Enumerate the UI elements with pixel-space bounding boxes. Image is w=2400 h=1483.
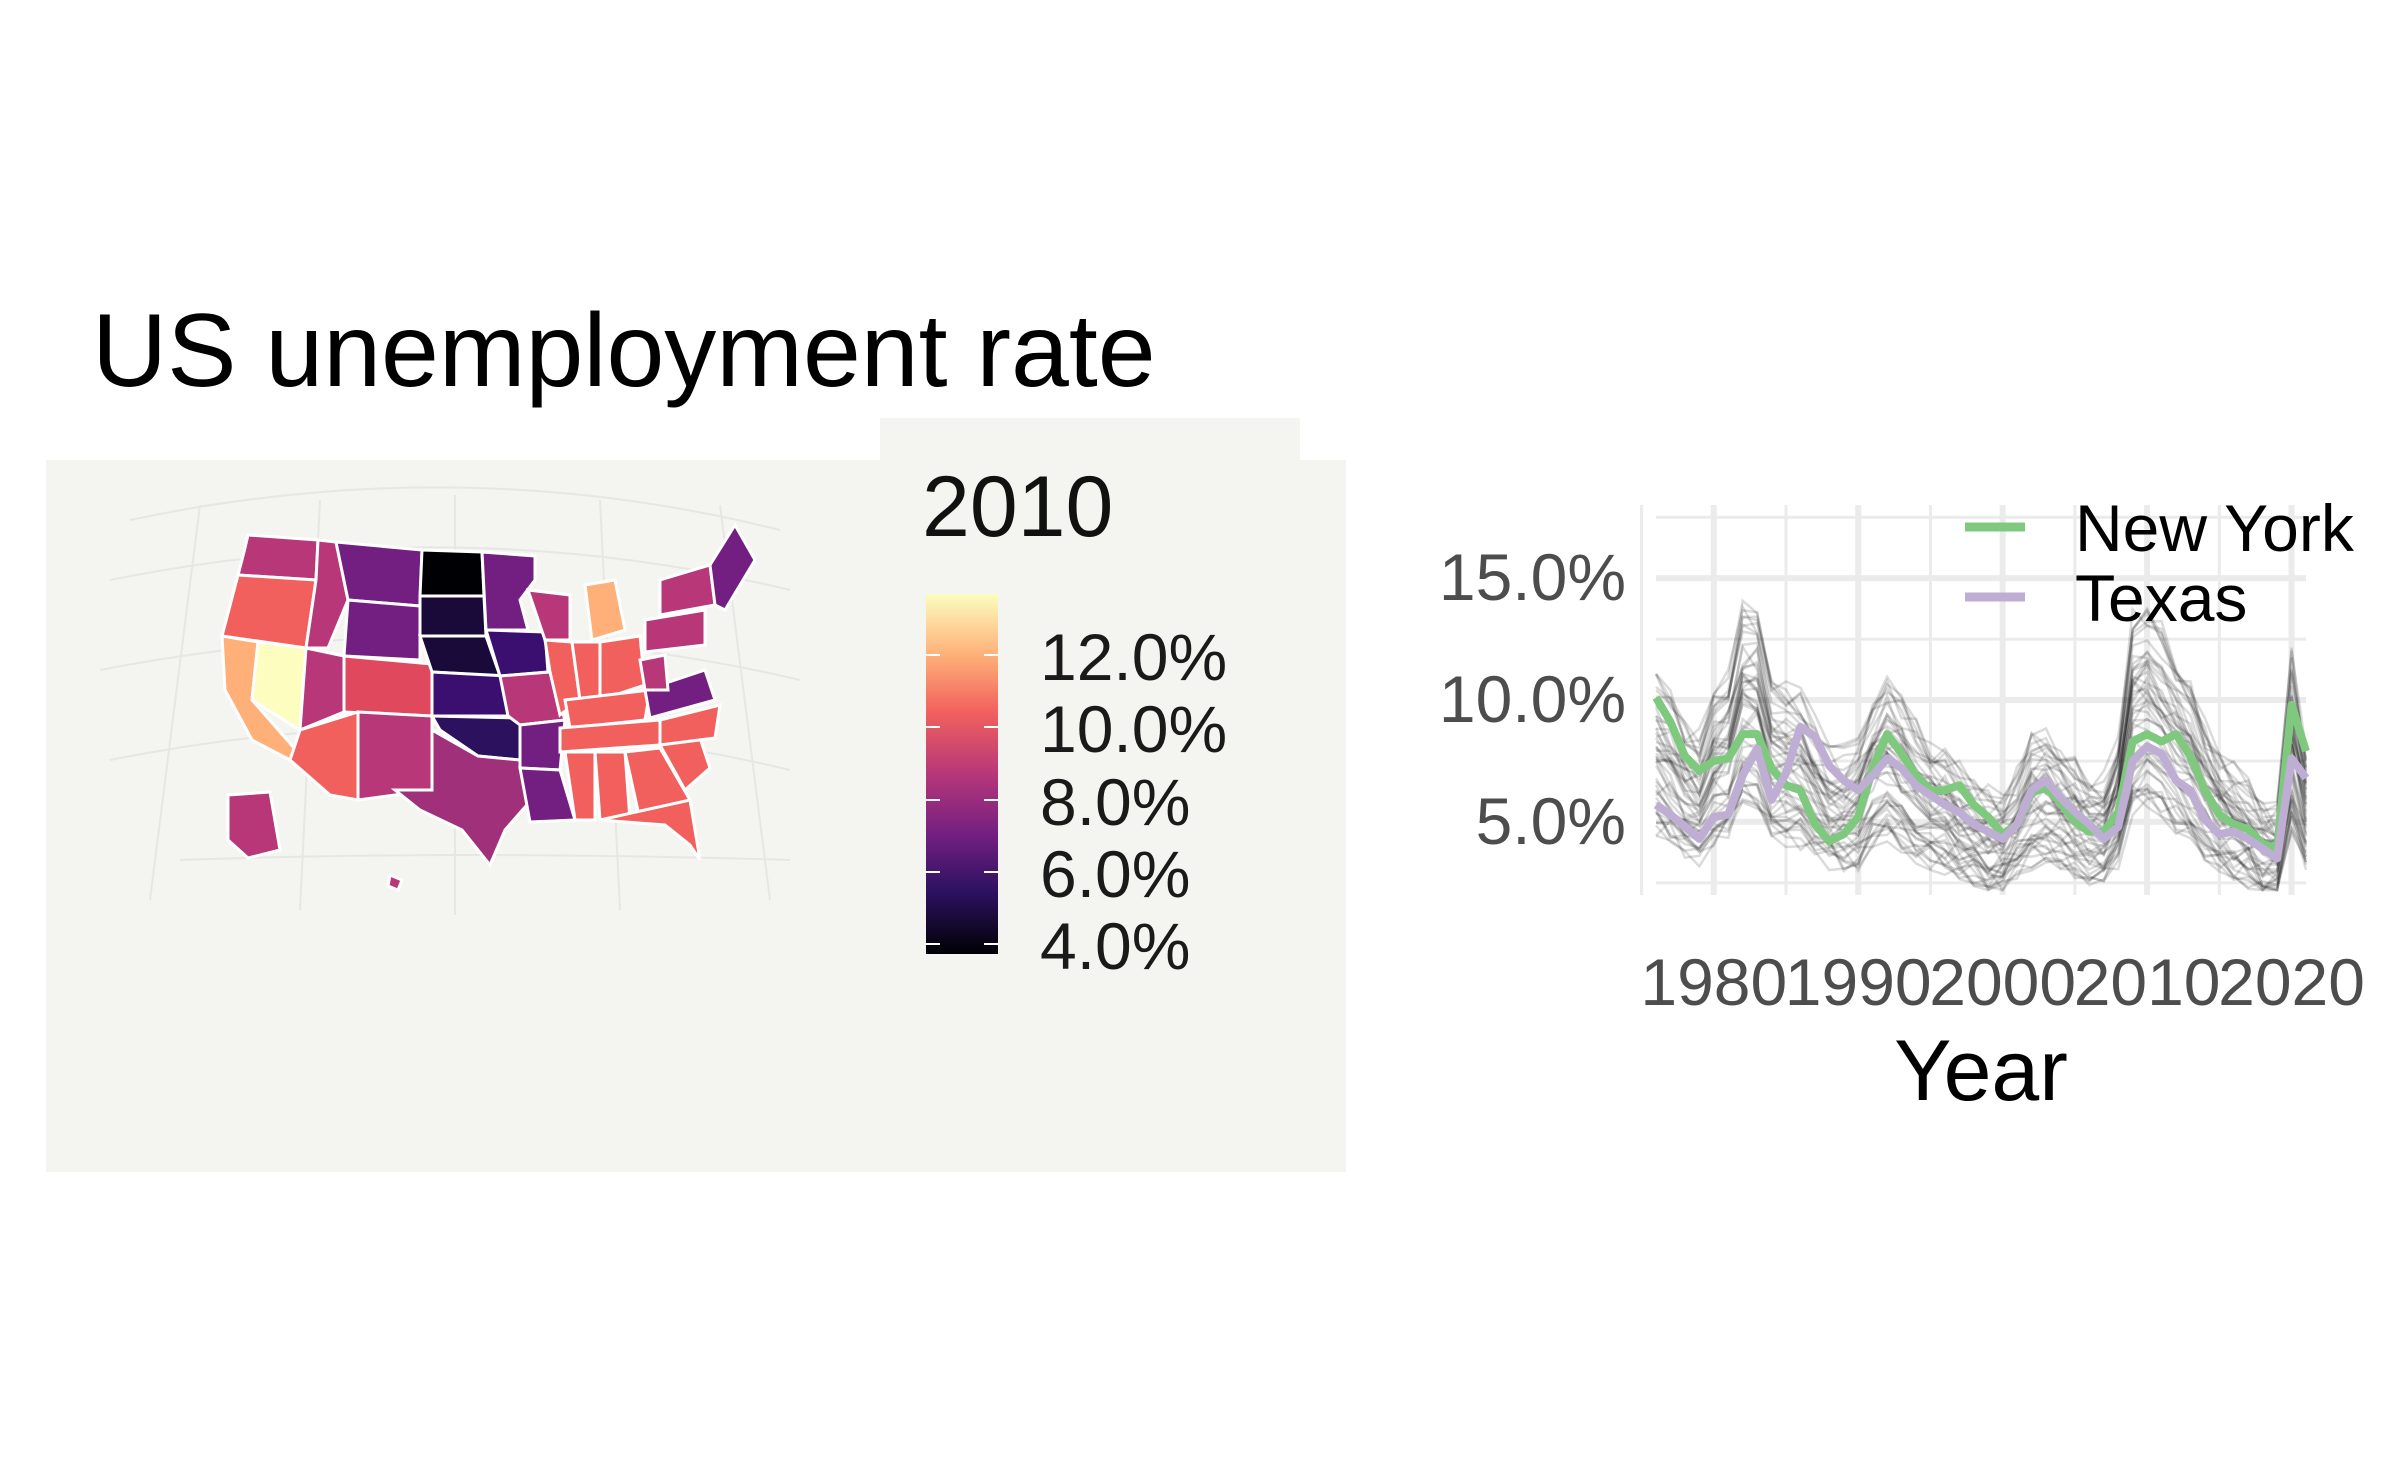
state-alaska (226, 790, 282, 860)
line-chart-grid (1640, 505, 2306, 895)
background-state-line (1655, 603, 2308, 815)
legend-label: New York (2075, 491, 2355, 565)
series-line-new-york (1652, 695, 2310, 853)
background-state-line (1654, 598, 2308, 805)
background-state-line (1654, 672, 2308, 858)
legend-break-label: 12.0% (1040, 620, 1227, 694)
state-shapes (220, 522, 757, 892)
x-tick-label: 1990 (1785, 945, 1932, 1019)
state-hawaii (386, 872, 404, 892)
legend-break-label: 4.0% (1040, 909, 1190, 983)
state-wyoming (342, 598, 422, 662)
state-new-england (708, 522, 757, 612)
chart-title: US unemployment rate (92, 293, 1156, 409)
legend-header-box (880, 418, 1300, 478)
background-state-line (1655, 778, 2308, 893)
state-texas (390, 727, 542, 868)
state-michigan (583, 578, 627, 642)
state-florida (599, 798, 702, 861)
background-state-line (1655, 787, 2308, 892)
background-state-line (1655, 606, 2308, 819)
legend-break-label: 10.0% (1040, 692, 1227, 766)
state-west-virginia (638, 653, 670, 692)
legend-title: 2010 (922, 459, 1114, 555)
x-axis-label: Year (1894, 1023, 2068, 1119)
state-pennsylvania (643, 608, 707, 654)
background-state-lines (1654, 598, 2308, 893)
background-state-line (1655, 778, 2308, 892)
background-state-line (1655, 615, 2308, 833)
state-north-carolina (658, 702, 722, 747)
y-tick-label: 5.0% (1476, 784, 1626, 858)
legend-break-label: 6.0% (1040, 837, 1190, 911)
state-wisconsin (525, 588, 572, 642)
series-line-texas (1653, 722, 2310, 863)
background-state-line (1655, 756, 2308, 884)
background-state-line (1655, 790, 2308, 892)
background-state-line (1654, 611, 2308, 825)
state-virginia (643, 668, 717, 720)
x-tick-label: 2010 (2074, 945, 2221, 1019)
background-state-line (1654, 782, 2308, 891)
background-state-line (1655, 607, 2308, 835)
background-state-line (1655, 659, 2308, 845)
background-state-line (1655, 762, 2308, 888)
x-tick-label: 2020 (2218, 945, 2365, 1019)
highlight-series (1652, 695, 2310, 863)
background-state-line (1655, 794, 2308, 892)
state-arizona (288, 709, 360, 802)
state-mississippi (563, 750, 597, 822)
x-tick-label: 1980 (1640, 945, 1787, 1019)
background-state-line (1654, 674, 2308, 845)
legend-label: Texas (2075, 561, 2247, 635)
background-state-line (1655, 606, 2308, 812)
background-state-line (1655, 671, 2308, 853)
background-state-line (1654, 659, 2308, 842)
y-tick-label: 10.0% (1439, 662, 1626, 736)
background-state-line (1654, 769, 2308, 889)
background-state-line (1655, 687, 2308, 855)
background-state-line (1654, 710, 2308, 859)
background-state-line (1654, 783, 2308, 893)
y-tick-label: 15.0% (1439, 540, 1626, 614)
background-state-line (1655, 786, 2308, 889)
legend-ticks (926, 654, 998, 945)
x-tick-label: 2000 (1929, 945, 2076, 1019)
legend-break-label: 8.0% (1040, 765, 1190, 839)
